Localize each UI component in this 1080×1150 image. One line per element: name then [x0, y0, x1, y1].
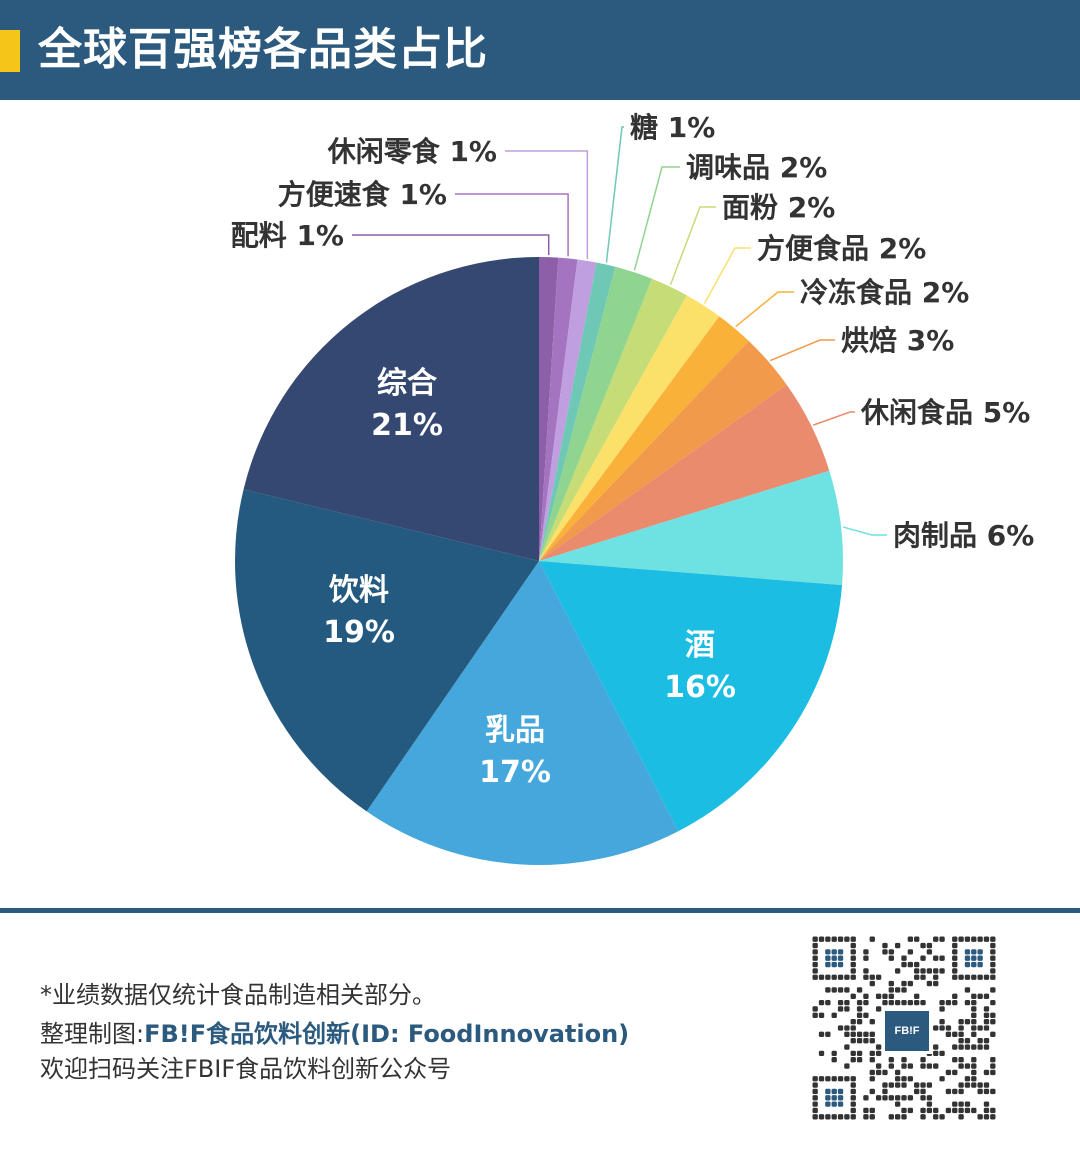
slice-label-9: 休闲食品 5% [860, 396, 1030, 429]
slice-label-1: 方便速食 1% [278, 178, 447, 211]
header-accent-mark [0, 30, 20, 72]
slice-label-4: 调味品 2% [686, 151, 827, 184]
leader-line-2 [505, 150, 589, 259]
leader-line-5 [669, 206, 716, 285]
pie-chart: 配料 1% 方便速食 1% 休闲零食 1% 糖 1% 调味品 2% 面粉 2% 方便食品 2… [231, 111, 1034, 865]
leader-line-8 [769, 339, 835, 362]
leader-line-3 [605, 126, 624, 263]
leader-line-4 [633, 166, 680, 271]
pie-slice-7 [539, 316, 749, 561]
pie-slice-8 [539, 340, 787, 561]
leader-line-9 [812, 411, 855, 426]
leader-line-7 [735, 291, 794, 328]
qr-code[interactable]: FB!F [812, 936, 996, 1120]
credit-name: 食品饮料创新 [206, 1020, 351, 1048]
slice-label-5: 面粉 2% [722, 191, 835, 224]
qr-code-pattern [812, 936, 996, 1120]
pie-slice-12 [366, 561, 679, 865]
slice-label-7: 冷冻食品 2% [800, 276, 969, 309]
slice-label-14: 综合 [377, 366, 437, 401]
pie-slice-6 [539, 295, 720, 561]
leader-line-1 [455, 193, 569, 257]
pie-slice-1 [539, 257, 578, 561]
pie-slice-5 [539, 278, 687, 561]
pie-slice-10 [539, 470, 843, 586]
slice-label-8: 烘焙 3% [841, 324, 954, 357]
slice-value-12: 17% [479, 755, 551, 790]
slice-label-11: 酒 [685, 628, 715, 663]
pie-slice-4 [539, 266, 652, 561]
slice-label-0: 配料 1% [231, 219, 344, 252]
credit-id: (ID: FoodInnovation) [350, 1020, 630, 1048]
header-bar: 全球百强榜各品类占比 [0, 0, 1080, 100]
pie-slice-3 [539, 262, 616, 561]
fbif-logo-text: FB!F [144, 1020, 207, 1048]
slice-label-6: 方便食品 2% [757, 232, 926, 265]
pie-slice-11 [539, 561, 843, 832]
slice-label-10: 肉制品 6% [893, 519, 1034, 552]
leader-line-10 [842, 526, 887, 536]
slice-value-11: 16% [664, 670, 736, 705]
pie-slice-0 [539, 257, 559, 561]
slice-value-14: 21% [371, 408, 443, 443]
follow-text: 欢迎扫码关注FBIF食品饮料创新公众号 [40, 1055, 452, 1083]
slice-label-3: 糖 1% [630, 111, 715, 144]
qr-logo: FB!F [882, 1008, 932, 1054]
footer-divider [0, 908, 1080, 913]
leader-line-6 [703, 247, 751, 304]
slice-label-12: 乳品 [485, 713, 545, 748]
pie-slice-13 [234, 489, 539, 812]
pie-slice-2 [539, 259, 597, 561]
slice-label-2: 休闲零食 1% [327, 135, 497, 168]
chart-title: 全球百强榜各品类占比 [38, 24, 488, 75]
pie-slice-14 [243, 257, 540, 561]
slice-label-13: 饮料 [328, 573, 389, 608]
slice-value-13: 19% [323, 615, 395, 650]
footnote: *业绩数据仅统计食品制造相关部分。 [40, 981, 436, 1009]
pie-slice-9 [539, 384, 830, 561]
credit-prefix: 整理制图: [40, 1020, 145, 1048]
credit-line: 整理制图:FB!F食品饮料创新(ID: FoodInnovation) [40, 1017, 629, 1051]
leader-line-0 [352, 234, 550, 256]
